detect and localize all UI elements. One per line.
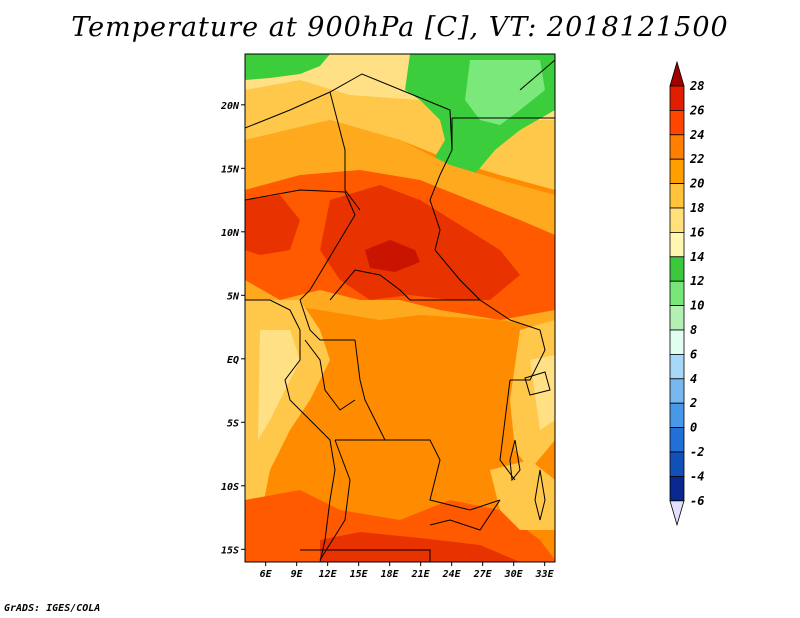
lat-tick-label: 15S (221, 545, 239, 556)
lat-tick-label: 15N (221, 164, 240, 175)
border-egypt (519, 59, 555, 91)
colorbar-swatch (669, 353, 685, 380)
field-congo-22 (350, 320, 520, 445)
border-congo-drc (354, 339, 386, 441)
lake-tanganyika (509, 439, 521, 482)
border-car (329, 269, 511, 321)
colorbar-swatch (669, 85, 685, 111)
colorbar-label: 22 (689, 152, 704, 166)
colorbar-label: -2 (690, 445, 704, 459)
colorbar-swatch (669, 329, 685, 355)
border-namibia (300, 549, 431, 562)
credit-label: GrADS: IGES/COLA (4, 603, 101, 614)
colorbar-label: 20 (689, 177, 704, 191)
colorbar-label: 2 (689, 396, 697, 410)
lon-tick-label: 15E (350, 569, 369, 580)
colorbar-label: 16 (690, 225, 704, 239)
border-drc-south (335, 439, 501, 511)
chart-title: Temperature at 900hPa [C], VT: 201812150… (71, 12, 729, 43)
field-sahel-26 (320, 185, 520, 300)
coastline-west (245, 299, 336, 562)
field-east-16 (530, 355, 555, 430)
lon-tick-label: 6E (260, 569, 273, 580)
border-uganda (509, 319, 546, 381)
lon-tick-label: 12E (319, 569, 338, 580)
field-coast-16 (258, 330, 300, 440)
lon-tick-label: 30E (504, 569, 524, 580)
lon-axis: 6E 9E 12E 15E 18E 21E 24E 27E 30E 33E (260, 562, 555, 580)
colorbar-label: 18 (690, 201, 704, 215)
lon-tick-label: 33E (535, 569, 555, 580)
colorbar-label: 26 (689, 103, 704, 117)
lat-axis: 20N 15N 10N 5N EQ 5S 10S 15S (220, 101, 245, 556)
colorbar-label: -4 (690, 469, 704, 483)
field-sahel-28 (365, 240, 420, 272)
temperature-field (245, 54, 555, 562)
lake-malawi (534, 469, 546, 521)
colorbar-swatch (669, 427, 685, 453)
colorbar-top-arrow (669, 60, 685, 87)
colorbar-swatch (669, 402, 685, 429)
lat-tick-label: EQ (227, 355, 239, 366)
colorbar-label: 0 (690, 421, 697, 435)
colorbar-swatch (669, 207, 685, 233)
colorbar-label: 8 (690, 323, 697, 337)
lon-tick-label: 18E (381, 569, 400, 580)
lat-tick-label: 5N (227, 291, 240, 302)
country-borders (245, 59, 555, 562)
border-nigeria (245, 189, 356, 301)
colorbar-label: 14 (690, 250, 704, 264)
lat-tick-label: 20N (220, 101, 240, 112)
colorbar-label: 28 (689, 79, 704, 93)
colorbar-label: 12 (690, 274, 704, 288)
border-niger-chad (329, 91, 361, 211)
colorbar-swatch (669, 305, 685, 331)
border-zambia (429, 499, 501, 531)
field-green-nw (245, 54, 330, 80)
colorbar-swatch (669, 134, 685, 160)
map-frame (244, 53, 556, 563)
colorbar-swatch (669, 451, 685, 477)
border-chad-sudan (429, 118, 481, 301)
colorbar-label: 24 (689, 128, 704, 142)
colorbar-swatch (669, 158, 685, 184)
colorbar-bottom-arrow (669, 500, 685, 527)
border-gabon-congo (304, 339, 356, 411)
colorbar-swatch (669, 183, 685, 209)
lon-tick-label: 9E (291, 569, 304, 580)
colorbar-label: 6 (690, 347, 697, 361)
colorbar-swatch (669, 475, 685, 502)
colorbar-label: -6 (690, 494, 704, 508)
field-green-light (465, 60, 545, 125)
lake-victoria (524, 371, 551, 396)
border-libya-chad (245, 73, 453, 151)
colorbar-swatch (669, 280, 685, 307)
colorbar-label: 4 (690, 372, 697, 386)
lat-tick-label: 10N (221, 228, 240, 239)
colorbar-swatch (669, 256, 685, 282)
colorbar-swatch (669, 378, 685, 404)
lon-tick-label: 27E (473, 569, 493, 580)
colorbar-label: 10 (690, 299, 704, 313)
colorbar-swatch (669, 110, 685, 136)
border-cameroon (299, 299, 355, 341)
field-west-26 (245, 195, 300, 255)
lat-tick-label: 10S (221, 482, 239, 493)
border-angola (319, 439, 351, 561)
lon-tick-label: 21E (411, 569, 431, 580)
field-south-26 (320, 532, 520, 562)
colorbar-swatch (669, 231, 685, 258)
border-east-lakes (499, 379, 516, 481)
lon-tick-label: 24E (442, 569, 462, 580)
lat-tick-label: 5S (227, 418, 239, 429)
